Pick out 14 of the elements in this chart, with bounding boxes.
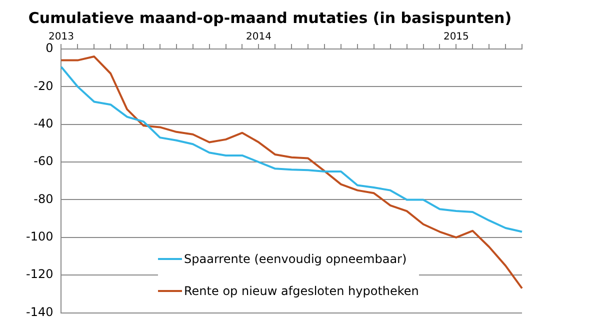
- y-tick-label: -60: [34, 154, 54, 168]
- legend-label: Rente op nieuw afgesloten hypotheken: [184, 284, 419, 298]
- x-tick-label: 2014: [246, 32, 272, 43]
- x-tick-label: 2013: [48, 32, 74, 43]
- chart-title: Cumulatieve maand-op-maand mutaties (in basispunten): [28, 8, 512, 27]
- y-tick-label: -20: [34, 78, 54, 93]
- y-tick-label: -80: [34, 192, 54, 206]
- y-tick-label: -100: [26, 230, 54, 244]
- y-tick-label: 0: [46, 41, 54, 56]
- legend-label: Spaarrente (eenvoudig opneembaar): [184, 252, 407, 266]
- x-tick-label: 2015: [443, 32, 469, 43]
- y-tick-label: -120: [26, 267, 54, 282]
- y-tick-label: -40: [34, 116, 54, 130]
- y-tick-label: -140: [26, 304, 54, 319]
